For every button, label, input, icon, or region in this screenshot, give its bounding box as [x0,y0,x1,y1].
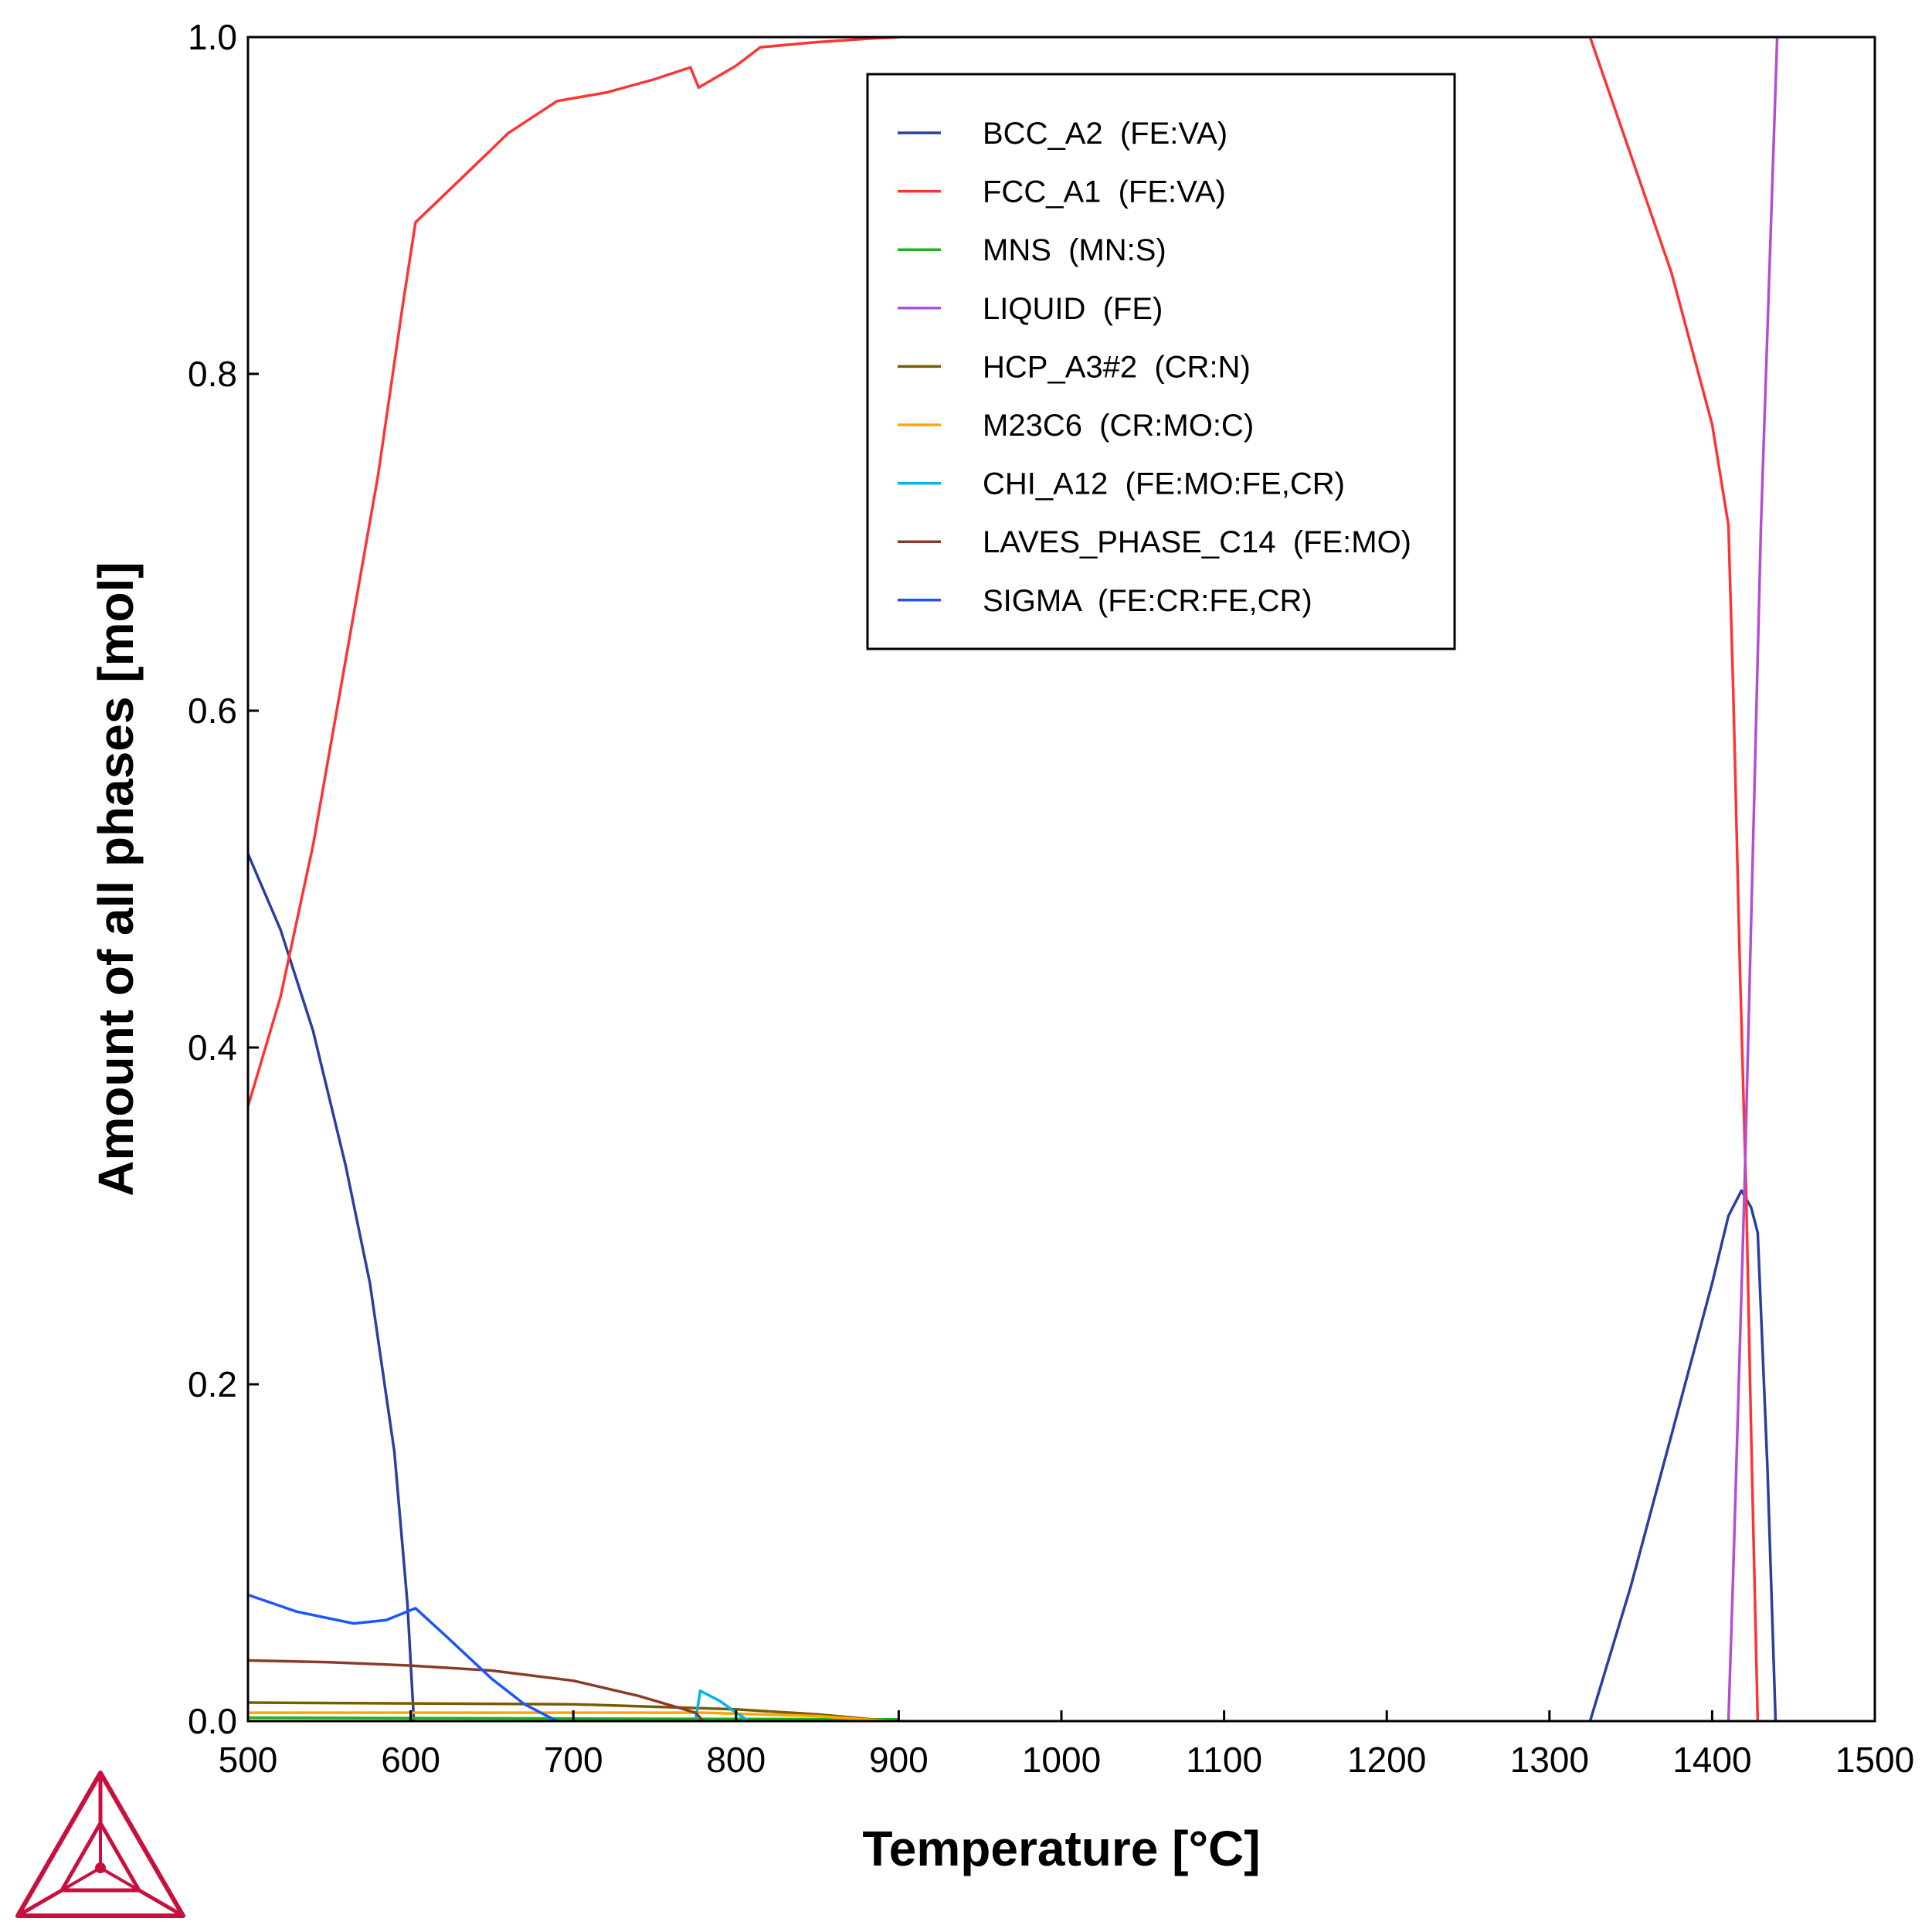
logo-center-dot [95,1862,106,1873]
x-tick-label: 1400 [1672,1740,1751,1780]
y-tick-label: 0.0 [188,1701,237,1741]
series-line-laves-phase-c14-0 [248,1659,705,1721]
legend-label-laves-phase-c14: LAVES_PHASE_C14 (FE:MO) [983,525,1411,559]
x-tick-label: 1000 [1022,1740,1101,1780]
y-tick-label: 1.0 [188,17,237,57]
legend-label-chi-a12: CHI_A12 (FE:MO:FE,CR) [983,467,1345,501]
series-line-bcc-a2-0 [248,852,416,1721]
legend-label-fcc-a1: FCC_A1 (FE:VA) [983,175,1226,209]
x-tick-label: 800 [706,1740,766,1780]
legend-items: BCC_A2 (FE:VA) FCC_A1 (FE:VA) MNS (MN:S) LI… [898,117,1411,618]
logo-spoke-left [16,1888,63,1918]
y-tick-label: 0.2 [188,1364,237,1404]
series-line-m23c6-0 [248,1711,892,1721]
legend-label-sigma: SIGMA (FE:CR:FE,CR) [983,584,1312,618]
series-line-chi-a12-0 [694,1689,751,1721]
logo-outer-triangle [15,1771,185,1918]
x-tick-label: 500 [219,1740,278,1780]
series-line-fcc-a1-0 [248,37,901,1109]
x-tick-label: 700 [544,1740,603,1780]
series-line-bcc-a2-1 [1588,1189,1778,1721]
legend-label-liquid: LIQUID (FE) [983,292,1163,326]
y-tick-label: 0.4 [188,1027,237,1068]
tick-layer: 500 600 700 800 900 1000 1100 1200 1300 1400 1500 0… [188,17,1914,1780]
thermo-calc-logo [15,1771,185,1918]
legend-label-bcc-a2: BCC_A2 (FE:VA) [983,117,1227,151]
legend-box [866,73,1456,650]
x-tick-label: 900 [869,1740,929,1780]
x-tick-label: 1100 [1186,1740,1262,1780]
legend-label-m23c6: M23C6 (CR:MO:C) [983,409,1254,443]
x-tick-label: 1200 [1347,1740,1426,1780]
logo-inner-triangle [59,1821,141,1893]
x-tick-label: 1500 [1835,1740,1914,1780]
series-line-fcc-a1-1 [1588,37,1760,1721]
series-line-liquid-0 [1727,37,1779,1721]
logo-center-left [60,1866,102,1892]
x-tick-label: 600 [381,1740,440,1780]
logo-center-right [99,1866,141,1892]
series-line-sigma-0 [248,1593,559,1721]
y-axis-title: Amount of all phases [mol] [88,562,144,1196]
legend-label-mns: MNS (MN:S) [983,233,1166,267]
x-tick-label: 1300 [1510,1740,1589,1780]
legend-label-hcp-a3-2: HCP_A3#2 (CR:N) [983,350,1251,384]
legend: BCC_A2 (FE:VA) FCC_A1 (FE:VA) MNS (MN:S) LI… [866,73,1456,650]
logo-spoke-right [138,1888,185,1918]
series-layer [248,37,1779,1721]
x-axis-title: Temperature [°C] [862,1821,1260,1876]
y-tick-label: 0.6 [188,691,237,731]
y-tick-label: 0.8 [188,354,237,394]
